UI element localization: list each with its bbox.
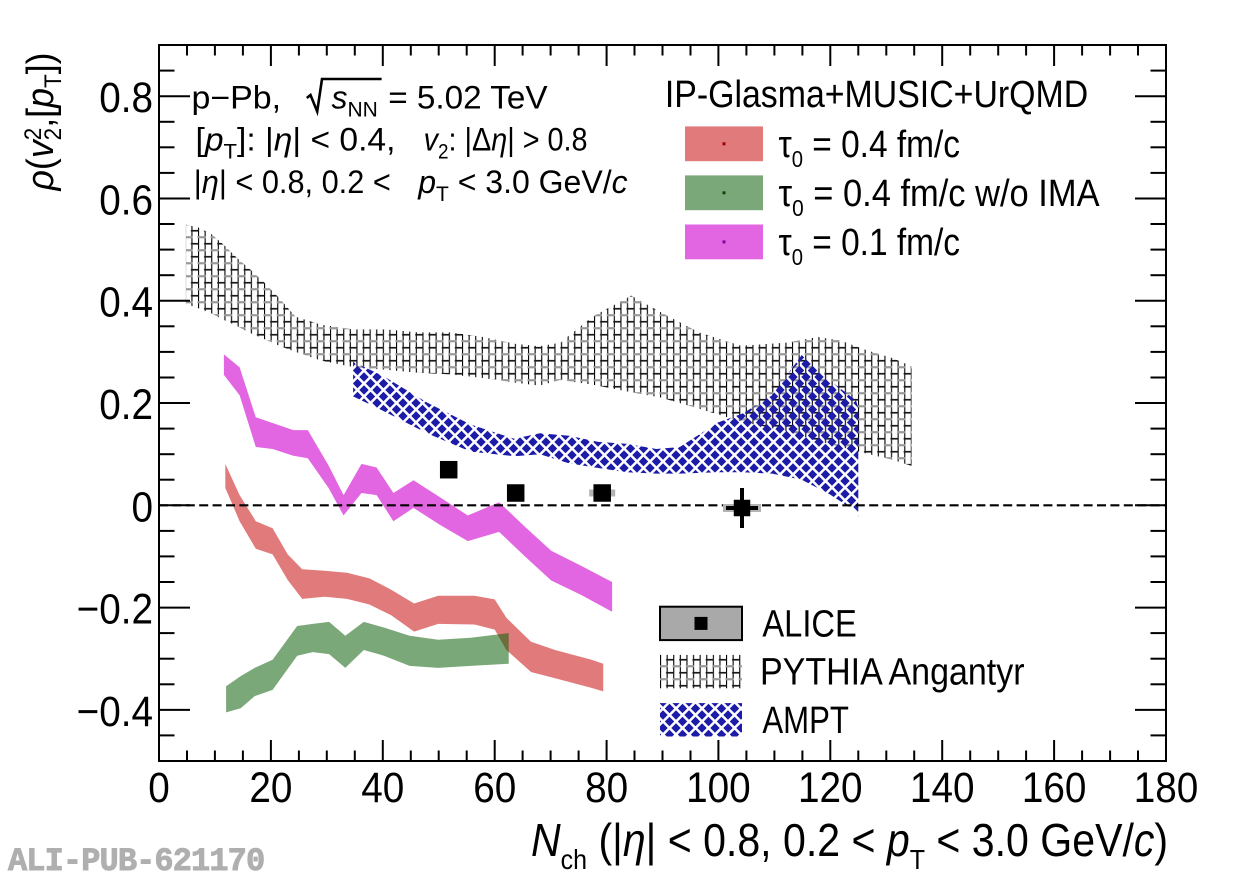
svg-text:[pT]: |η| < 0.4,: [pT]: |η| < 0.4,: [196, 121, 396, 163]
svg-text:= 5.02 TeV: = 5.02 TeV: [388, 79, 548, 115]
svg-text:τ0 = 0.4 fm/c w/o IMA: τ0 = 0.4 fm/c w/o IMA: [779, 171, 1101, 221]
svg-text:AMPT: AMPT: [762, 700, 849, 742]
svg-text:v2: |Δη| > 0.8: v2: |Δη| > 0.8: [424, 122, 588, 164]
svg-text:20: 20: [249, 763, 292, 811]
svg-text:p−Pb,: p−Pb,: [192, 79, 282, 115]
svg-text:0.6: 0.6: [99, 176, 153, 224]
svg-text:IP-Glasma+MUSIC+UrQMD: IP-Glasma+MUSIC+UrQMD: [665, 72, 1088, 115]
svg-text:τ0 = 0.4 fm/c: τ0 = 0.4 fm/c: [779, 123, 960, 172]
svg-text:60: 60: [473, 763, 516, 811]
svg-text:ALI-PUB-621170: ALI-PUB-621170: [8, 843, 264, 875]
svg-text:ρ(v22,[pT]): ρ(v22,[pT]): [19, 52, 66, 191]
svg-text:ALICE: ALICE: [762, 602, 856, 645]
svg-text:0.8: 0.8: [99, 73, 153, 121]
svg-text:180: 180: [1134, 763, 1199, 811]
svg-text:τ0 = 0.1 fm/c: τ0 = 0.1 fm/c: [779, 221, 960, 270]
svg-text:0.2: 0.2: [99, 380, 153, 428]
svg-text:160: 160: [1022, 763, 1087, 811]
svg-text:pT < 3.0 GeV/c: pT < 3.0 GeV/c: [417, 164, 627, 206]
svg-text:−0.2: −0.2: [77, 585, 153, 633]
svg-text:|η| < 0.8, 0.2 <: |η| < 0.8, 0.2 <: [194, 164, 391, 200]
svg-text:40: 40: [361, 763, 404, 811]
svg-text:100: 100: [686, 763, 751, 811]
svg-text:0: 0: [131, 482, 153, 530]
svg-text:80: 80: [585, 763, 628, 811]
svg-text:sNN: sNN: [332, 79, 378, 121]
svg-text:0.4: 0.4: [99, 278, 153, 326]
svg-text:120: 120: [798, 763, 863, 811]
svg-text:Nch (|η| < 0.8, 0.2 < pT < 3.: Nch (|η| < 0.8, 0.2 < pT < 3.0 GeV/c): [531, 816, 1168, 875]
svg-text:0: 0: [148, 763, 170, 811]
svg-text:PYTHIA Angantyr: PYTHIA Angantyr: [760, 650, 1025, 693]
svg-text:−0.4: −0.4: [77, 687, 153, 735]
svg-text:140: 140: [910, 763, 975, 811]
